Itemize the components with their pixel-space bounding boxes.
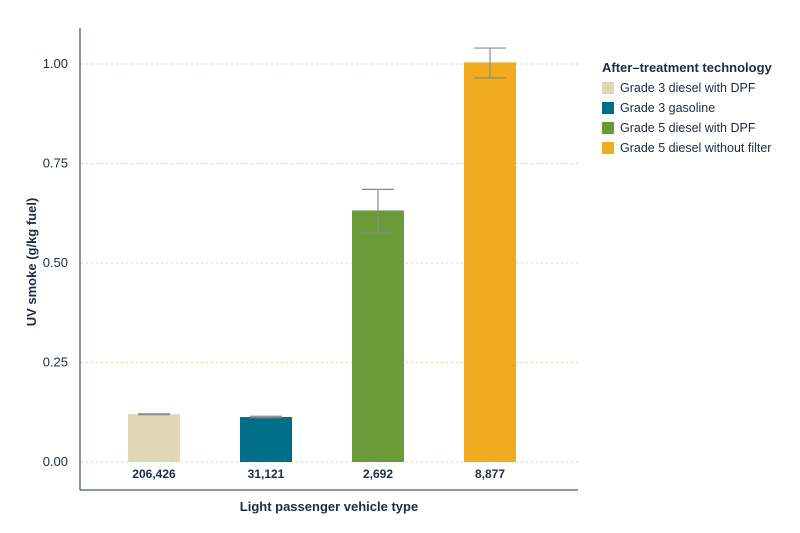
bar: [352, 210, 404, 462]
y-tick-labels: 0.00 0.25 0.50 0.75 1.00: [43, 56, 68, 469]
error-bar: [138, 413, 170, 416]
legend-title: After–treatment technology: [602, 60, 773, 75]
legend-swatch: [602, 122, 614, 134]
x-axis-title: Light passenger vehicle type: [240, 499, 418, 514]
y-axis-title: UV smoke (g/kg fuel): [24, 198, 39, 327]
legend-item: Grade 3 gasoline: [602, 101, 715, 115]
y-tick-label: 0.25: [43, 355, 68, 370]
bar: [464, 62, 516, 463]
legend-label: Grade 3 diesel with DPF: [620, 81, 756, 95]
bar: [240, 417, 292, 462]
legend: After–treatment technology Grade 3 diese…: [602, 60, 773, 155]
legend-swatch: [602, 82, 614, 94]
y-tick-label: 0.00: [43, 454, 68, 469]
legend-swatch: [602, 102, 614, 114]
count-label: 31,121: [248, 467, 285, 481]
error-bar: [250, 415, 282, 419]
axes: [79, 28, 578, 491]
y-tick-label: 1.00: [43, 56, 68, 71]
error-bar: [474, 47, 506, 79]
count-label: 2,692: [363, 467, 393, 481]
legend-item: Grade 3 diesel with DPF: [602, 81, 756, 95]
legend-swatch: [602, 142, 614, 154]
count-label: 206,426: [132, 467, 176, 481]
error-bars: [138, 47, 506, 419]
error-bar: [362, 188, 394, 234]
bar: [128, 414, 180, 462]
y-tick-label: 0.50: [43, 255, 68, 270]
y-tick-label: 0.75: [43, 156, 68, 171]
legend-item: Grade 5 diesel without filter: [602, 141, 771, 155]
legend-items: Grade 3 diesel with DPF Grade 3 gasoline G…: [602, 81, 771, 155]
count-label: 8,877: [475, 467, 505, 481]
legend-item: Grade 5 diesel with DPF: [602, 121, 756, 135]
count-labels: 206,426 31,121 2,692 8,877: [132, 467, 505, 481]
legend-label: Grade 3 gasoline: [620, 101, 715, 115]
legend-label: Grade 5 diesel without filter: [620, 141, 771, 155]
legend-label: Grade 5 diesel with DPF: [620, 121, 756, 135]
bars: [128, 62, 516, 463]
